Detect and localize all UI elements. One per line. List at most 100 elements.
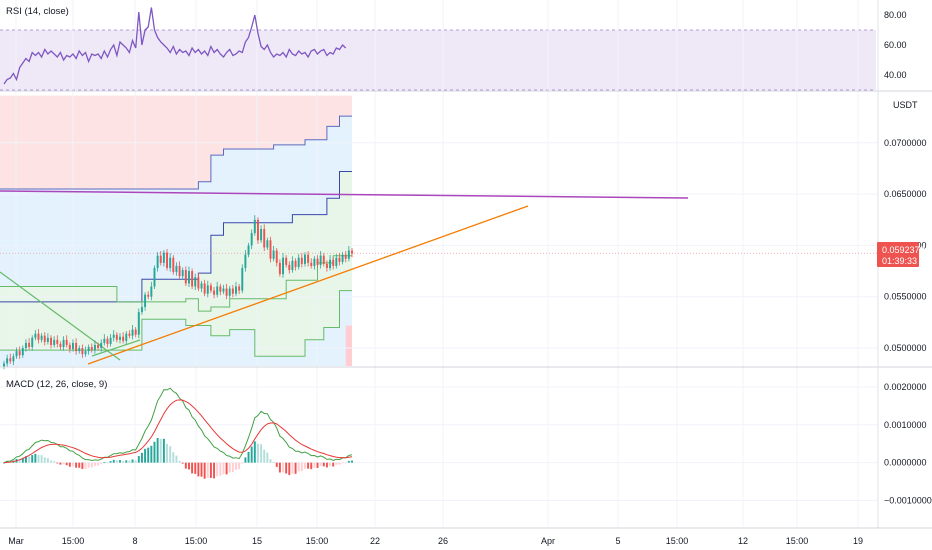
candle[interactable] — [122, 332, 125, 344]
candle[interactable] — [9, 353, 12, 364]
candle[interactable] — [147, 291, 150, 300]
candle[interactable] — [256, 217, 259, 244]
candle[interactable] — [181, 267, 184, 280]
candle[interactable] — [87, 344, 90, 355]
candle[interactable] — [250, 229, 253, 250]
candle[interactable] — [322, 253, 325, 267]
candle[interactable] — [15, 347, 18, 359]
candle[interactable] — [272, 245, 275, 262]
candle[interactable] — [244, 250, 247, 272]
candle[interactable] — [247, 242, 250, 258]
candle[interactable] — [93, 340, 96, 354]
candle[interactable] — [115, 332, 118, 343]
candle[interactable] — [131, 324, 134, 340]
candle[interactable] — [134, 327, 137, 338]
candle[interactable] — [332, 257, 335, 270]
candle[interactable] — [253, 215, 256, 236]
candle[interactable] — [97, 342, 100, 351]
candle[interactable] — [43, 332, 46, 346]
macd-pane[interactable] — [3, 387, 353, 479]
candle[interactable] — [34, 330, 37, 341]
candle[interactable] — [241, 264, 244, 294]
candle[interactable] — [144, 292, 147, 311]
candle[interactable] — [341, 252, 344, 265]
candle[interactable] — [291, 256, 294, 273]
candle[interactable] — [21, 345, 24, 358]
candle[interactable] — [275, 247, 278, 267]
candle[interactable] — [191, 268, 194, 290]
candle[interactable] — [213, 286, 216, 299]
candle[interactable] — [62, 336, 65, 351]
candle[interactable] — [319, 251, 322, 269]
candle[interactable] — [65, 335, 68, 348]
candle[interactable] — [184, 266, 187, 286]
candle[interactable] — [150, 281, 153, 301]
candle[interactable] — [6, 354, 9, 368]
candle[interactable] — [216, 281, 219, 298]
candle[interactable] — [81, 344, 84, 358]
candle[interactable] — [68, 342, 71, 353]
candle[interactable] — [310, 258, 313, 269]
candle[interactable] — [197, 272, 200, 292]
candle[interactable] — [285, 255, 288, 268]
candle[interactable] — [166, 249, 168, 271]
candle[interactable] — [140, 302, 143, 315]
candle[interactable] — [31, 335, 34, 351]
candle[interactable] — [269, 236, 272, 263]
candle[interactable] — [313, 256, 316, 270]
candle[interactable] — [100, 339, 103, 352]
candle[interactable] — [316, 255, 319, 268]
candle[interactable] — [153, 265, 156, 290]
candle[interactable] — [78, 345, 81, 354]
candle[interactable] — [209, 282, 212, 294]
candle[interactable] — [282, 253, 284, 278]
candle[interactable] — [222, 284, 225, 295]
candle[interactable] — [300, 253, 303, 268]
candle[interactable] — [188, 266, 190, 287]
candle[interactable] — [50, 335, 52, 349]
candle[interactable] — [119, 333, 121, 344]
candle[interactable] — [307, 251, 310, 267]
candle[interactable] — [37, 329, 40, 344]
candle[interactable] — [59, 341, 62, 350]
candle[interactable] — [219, 283, 222, 296]
candle[interactable] — [335, 254, 338, 269]
candle[interactable] — [178, 261, 181, 279]
candle[interactable] — [90, 343, 93, 353]
candle[interactable] — [203, 279, 206, 297]
price-pane[interactable] — [0, 115, 878, 370]
candle[interactable] — [106, 336, 109, 348]
candle[interactable] — [278, 259, 281, 277]
candle[interactable] — [260, 225, 263, 243]
candle[interactable] — [200, 280, 203, 293]
candle[interactable] — [103, 334, 106, 346]
candle[interactable] — [338, 253, 341, 266]
candle[interactable] — [169, 253, 172, 272]
candle[interactable] — [12, 353, 15, 365]
candle[interactable] — [46, 333, 49, 345]
candle[interactable] — [231, 284, 234, 298]
candle[interactable] — [162, 250, 165, 267]
candle[interactable] — [28, 338, 31, 350]
candle[interactable] — [3, 360, 5, 370]
candle[interactable] — [156, 252, 159, 272]
candle[interactable] — [172, 255, 175, 275]
candle[interactable] — [351, 247, 353, 258]
candle[interactable] — [344, 251, 347, 263]
candle[interactable] — [125, 331, 128, 345]
candle[interactable] — [325, 260, 328, 272]
candle[interactable] — [194, 273, 197, 291]
candle[interactable] — [225, 283, 228, 300]
candle[interactable] — [304, 252, 306, 267]
candle[interactable] — [347, 245, 350, 262]
candle[interactable] — [40, 333, 43, 343]
candle[interactable] — [72, 339, 74, 352]
candle[interactable] — [18, 346, 21, 359]
candle[interactable] — [84, 346, 87, 357]
candle[interactable] — [297, 254, 300, 270]
candle[interactable] — [228, 285, 231, 299]
candle[interactable] — [235, 281, 237, 297]
candle[interactable] — [294, 258, 297, 271]
candle[interactable] — [159, 251, 162, 266]
